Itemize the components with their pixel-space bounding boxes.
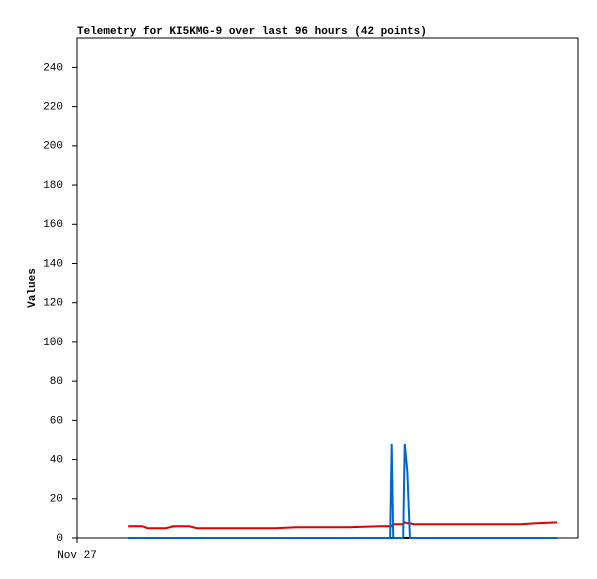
y-tick-label: 180 <box>43 180 63 192</box>
y-axis-label: Values <box>27 268 39 308</box>
y-tick-label: 160 <box>43 219 63 231</box>
y-tick-label: 20 <box>50 494 63 506</box>
x-tick-label: Nov 27 <box>57 550 97 562</box>
y-tick-label: 80 <box>50 376 63 388</box>
y-tick-label: 100 <box>43 337 63 349</box>
y-tick-label: 40 <box>50 454 63 466</box>
y-tick-label: 240 <box>43 62 63 74</box>
chart-title: Telemetry for KI5KMG-9 over last 96 hour… <box>77 26 427 38</box>
y-tick-label: 0 <box>56 533 63 545</box>
y-tick-label: 60 <box>50 415 63 427</box>
series-line <box>128 443 558 539</box>
y-tick-label: 140 <box>43 258 63 270</box>
y-tick-label: 200 <box>43 141 63 153</box>
y-tick-label: 220 <box>43 102 63 114</box>
y-tick-label: 120 <box>43 298 63 310</box>
